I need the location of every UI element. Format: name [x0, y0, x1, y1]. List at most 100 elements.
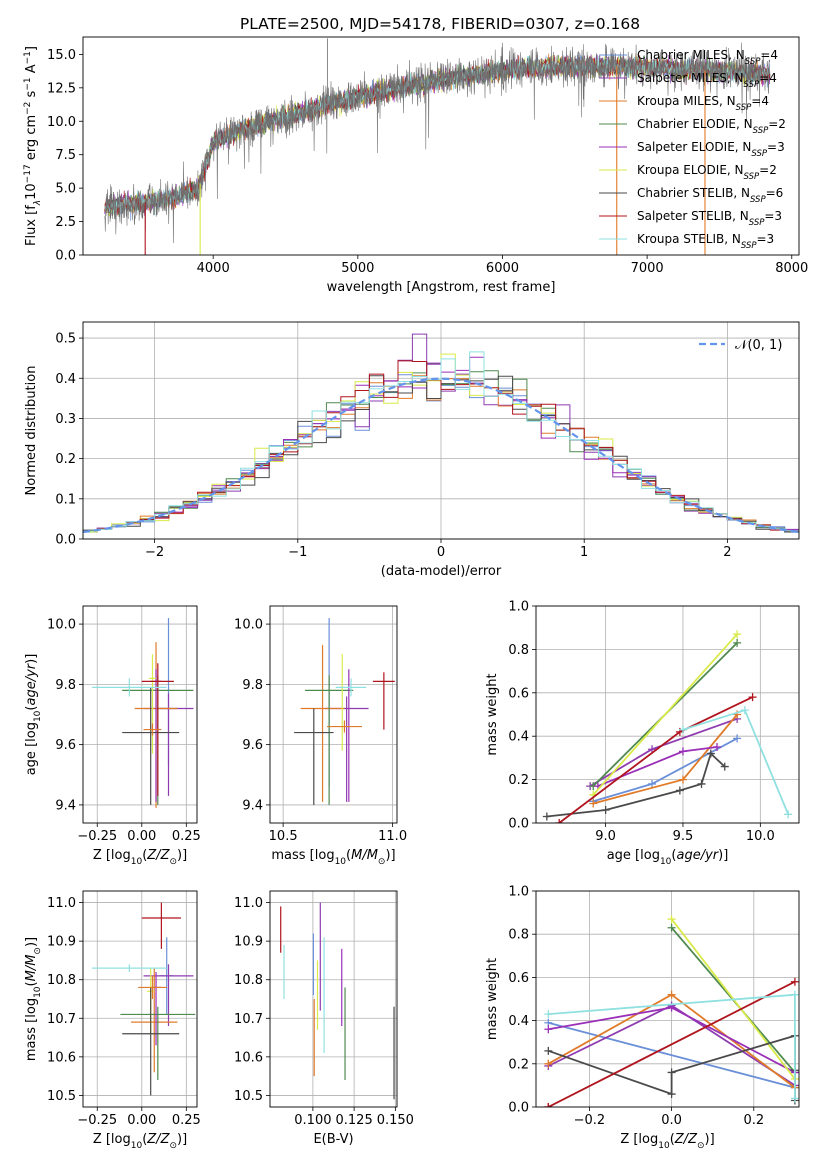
observed-spectrum-line — [104, 42, 771, 244]
mass-weight-marker — [790, 977, 799, 986]
x-tick-label: −0.2 — [574, 1113, 606, 1128]
x-tick-label: −1 — [288, 545, 307, 560]
mass-weight-marker — [748, 693, 757, 702]
mass-weight-marker — [544, 1046, 553, 1055]
mass-weight-marker — [589, 799, 598, 808]
mass-weight-line — [592, 633, 738, 796]
x-axis-label: age [log10(age/yr)] — [607, 848, 729, 867]
panel-massweight_vs_Z: −0.2 0.0 0.2 0.0 0.2 0.4 0.6 0.8 1.0 Z [log10(Z/Z… — [485, 885, 800, 1151]
y-tick-label: 9.4 — [242, 798, 263, 813]
panel-massweight_vs_age: 9.0 9.5 10.0 0.0 0.2 0.4 0.6 0.8 1.0 age [log10(a… — [485, 600, 800, 867]
y-tick-label: 10.9 — [234, 935, 263, 950]
y-tick-label: 0.1 — [55, 492, 76, 507]
axes-frame — [82, 605, 198, 824]
panel-age_vs_Z: −0.25 0.00 0.25 9.4 9.6 9.8 10.0 Z [log10(Z/Z⊙)… — [24, 605, 201, 867]
x-tick-label: 9.0 — [595, 829, 616, 844]
y-tick-label: 15.0 — [47, 48, 76, 63]
y-tick-label: 10.6 — [234, 1050, 263, 1065]
y-tick-label: 7.5 — [55, 148, 76, 163]
y-tick-label: 12.5 — [47, 81, 76, 96]
plot-area — [542, 630, 793, 823]
mass-weight-marker — [678, 725, 687, 734]
y-tick-label: 0.6 — [508, 686, 529, 701]
legend-label: Salpeter ELODIE, NSSP=3 — [637, 140, 785, 159]
y-tick-label: 10.0 — [234, 618, 263, 633]
plot-area — [280, 902, 395, 1100]
y-tick-label: 0.2 — [508, 773, 529, 788]
plot-area — [83, 333, 799, 539]
y-tick-label: 10.8 — [47, 973, 76, 988]
mass-weight-marker — [675, 786, 684, 795]
plot-area — [91, 618, 194, 808]
axes-frame — [82, 890, 198, 1108]
y-tick-label: 9.4 — [55, 798, 76, 813]
y-axis-label: mass weight — [485, 673, 500, 755]
axes-frame — [82, 36, 800, 256]
mass-weight-marker — [678, 747, 687, 756]
plot-area — [544, 915, 799, 1107]
axes-frame — [535, 605, 800, 824]
x-tick-label: 0.0 — [661, 1113, 682, 1128]
legend-label: Kroupa ELODIE, NSSP=2 — [637, 163, 777, 182]
mass-weight-line — [682, 709, 790, 815]
y-tick-label: 0.3 — [55, 412, 76, 427]
y-tick-label: 0.0 — [55, 533, 76, 548]
y-tick-label: 10.0 — [47, 115, 76, 130]
y-tick-label: 10.6 — [47, 1050, 76, 1065]
y-axis-label: age [log10(age/yr)] — [24, 654, 43, 776]
x-tick-label: −2 — [145, 545, 164, 560]
y-tick-label: 0.0 — [508, 1101, 529, 1116]
legend-label: 𝒩(0, 1) — [735, 338, 782, 353]
mass-weight-marker — [733, 630, 742, 639]
x-tick-label: 10.0 — [746, 829, 775, 844]
mass-weight-marker — [790, 990, 799, 999]
y-tick-label: 2.5 — [55, 215, 76, 230]
y-tick-label: 10.7 — [47, 1012, 76, 1027]
mass-weight-marker — [544, 1103, 553, 1107]
x-tick-label: 9.5 — [673, 829, 694, 844]
mass-weight-marker — [678, 775, 687, 784]
x-axis-label: mass [log10(M/M⊙)] — [271, 848, 395, 867]
x-tick-label: 2 — [723, 545, 731, 560]
axes-frame — [535, 890, 800, 1108]
panel-spectrum: 4000 5000 6000 7000 8000 0.0 2.5 5.0 7.5 10.0 12.5… — [23, 36, 808, 295]
y-tick-label: 10.7 — [234, 1012, 263, 1027]
mass-weight-marker — [667, 1090, 676, 1099]
plot-area — [294, 618, 395, 805]
x-tick-label: −0.25 — [77, 1113, 117, 1128]
mass-weight-marker — [667, 1068, 676, 1077]
x-tick-label: 8000 — [775, 261, 808, 276]
mass-weight-marker — [720, 762, 729, 771]
panel-mass_vs_Z: −0.25 0.00 0.25 10.5 10.6 10.7 10.8 10.9 11.0 Z [… — [24, 890, 201, 1151]
x-axis-label: (data-model)/error — [381, 564, 502, 579]
y-tick-label: 0.8 — [508, 928, 529, 943]
plot-area — [91, 902, 196, 1096]
y-tick-label: 0.0 — [508, 817, 529, 832]
axes-frame — [269, 890, 398, 1108]
mass-weight-marker — [733, 638, 742, 647]
y-tick-label: 10.5 — [47, 1089, 76, 1104]
x-axis-label: wavelength [Angstrom, rest frame] — [327, 280, 556, 295]
mass-weight-marker — [544, 1059, 553, 1068]
x-axis-label: Z [log10(Z/Z⊙)] — [93, 1132, 187, 1151]
legend-label: Salpeter STELIB, NSSP=3 — [637, 209, 782, 228]
y-tick-label: 0.2 — [508, 1057, 529, 1072]
y-tick-label: 10.0 — [47, 618, 76, 633]
panel-mass_vs_ebv: 0.100 0.125 0.150 10.5 10.6 10.7 10.8 10.9 11.0 E… — [234, 890, 414, 1147]
axes-frame — [269, 605, 398, 824]
y-tick-label: 11.0 — [47, 896, 76, 911]
y-tick-label: 5.0 — [55, 182, 76, 197]
mass-weight-marker — [601, 805, 610, 814]
y-tick-label: 0.5 — [55, 332, 76, 347]
mass-weight-marker — [784, 810, 793, 819]
x-tick-label: 1 — [580, 545, 588, 560]
y-tick-label: 0.4 — [55, 372, 76, 387]
x-tick-label: 0.2 — [743, 1113, 764, 1128]
legend-label: Kroupa MILES, NSSP=4 — [637, 94, 769, 113]
mass-weight-marker — [544, 1025, 553, 1034]
mass-weight-marker — [544, 1010, 553, 1019]
x-tick-label: 0 — [437, 545, 445, 560]
x-tick-label: −0.25 — [77, 829, 117, 844]
y-tick-label: 0.6 — [508, 971, 529, 986]
